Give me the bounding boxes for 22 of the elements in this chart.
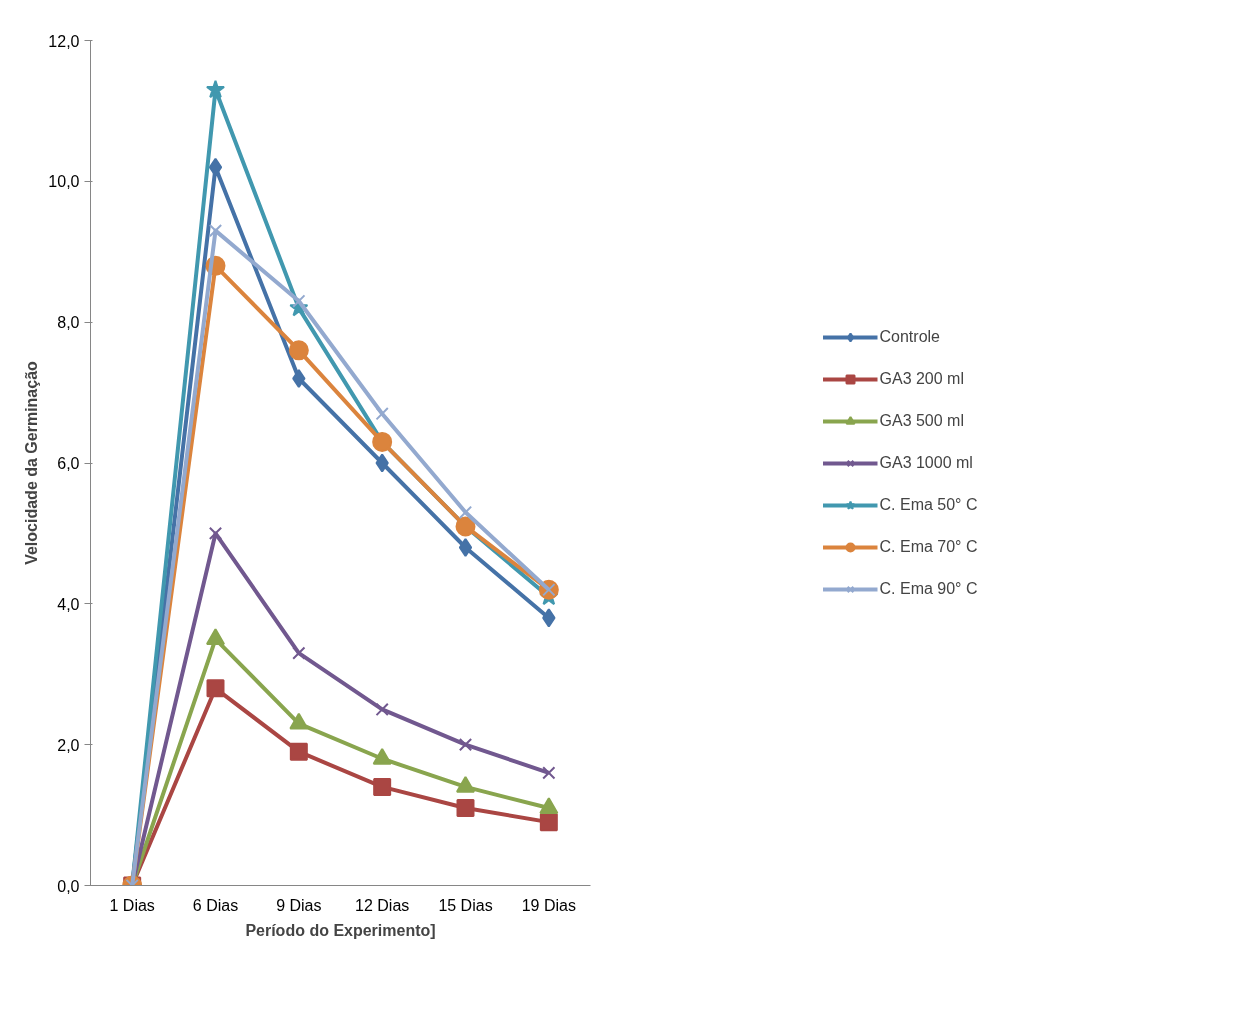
y-axis-title: Velocidade da Germinação (23, 360, 41, 565)
y-tick-label: 12,0 (48, 32, 80, 50)
y-tick-label: 10,0 (48, 173, 80, 191)
legend-label: GA3 1000 ml (879, 453, 973, 472)
legend-label: C. Ema 90° C (879, 579, 978, 598)
x-axis-title: Período do Experimento] (245, 921, 436, 939)
legend-label: C. Ema 50° C (879, 495, 978, 514)
x-tick-label: 6 Dias (192, 896, 239, 914)
y-tick-label: 4,0 (57, 595, 80, 613)
y-tick-label: 2,0 (57, 736, 80, 754)
y-tick-label: 6,0 (57, 455, 80, 472)
legend-label: C. Ema 70° C (879, 537, 978, 556)
x-tick-label: 12 Dias (355, 896, 410, 914)
y-tick-label: 8,0 (57, 314, 80, 332)
legend-label: GA3 200 ml (879, 369, 964, 388)
legend-label: Controle (879, 327, 940, 346)
y-tick-label: 0,0 (57, 877, 80, 895)
legend-label: GA3 500 ml (879, 411, 964, 430)
x-tick-label: 19 Dias (521, 896, 576, 914)
x-tick-label: 15 Dias (438, 896, 493, 914)
x-tick-label: 9 Dias (276, 896, 322, 914)
x-tick-label: 1 Dias (109, 896, 155, 914)
